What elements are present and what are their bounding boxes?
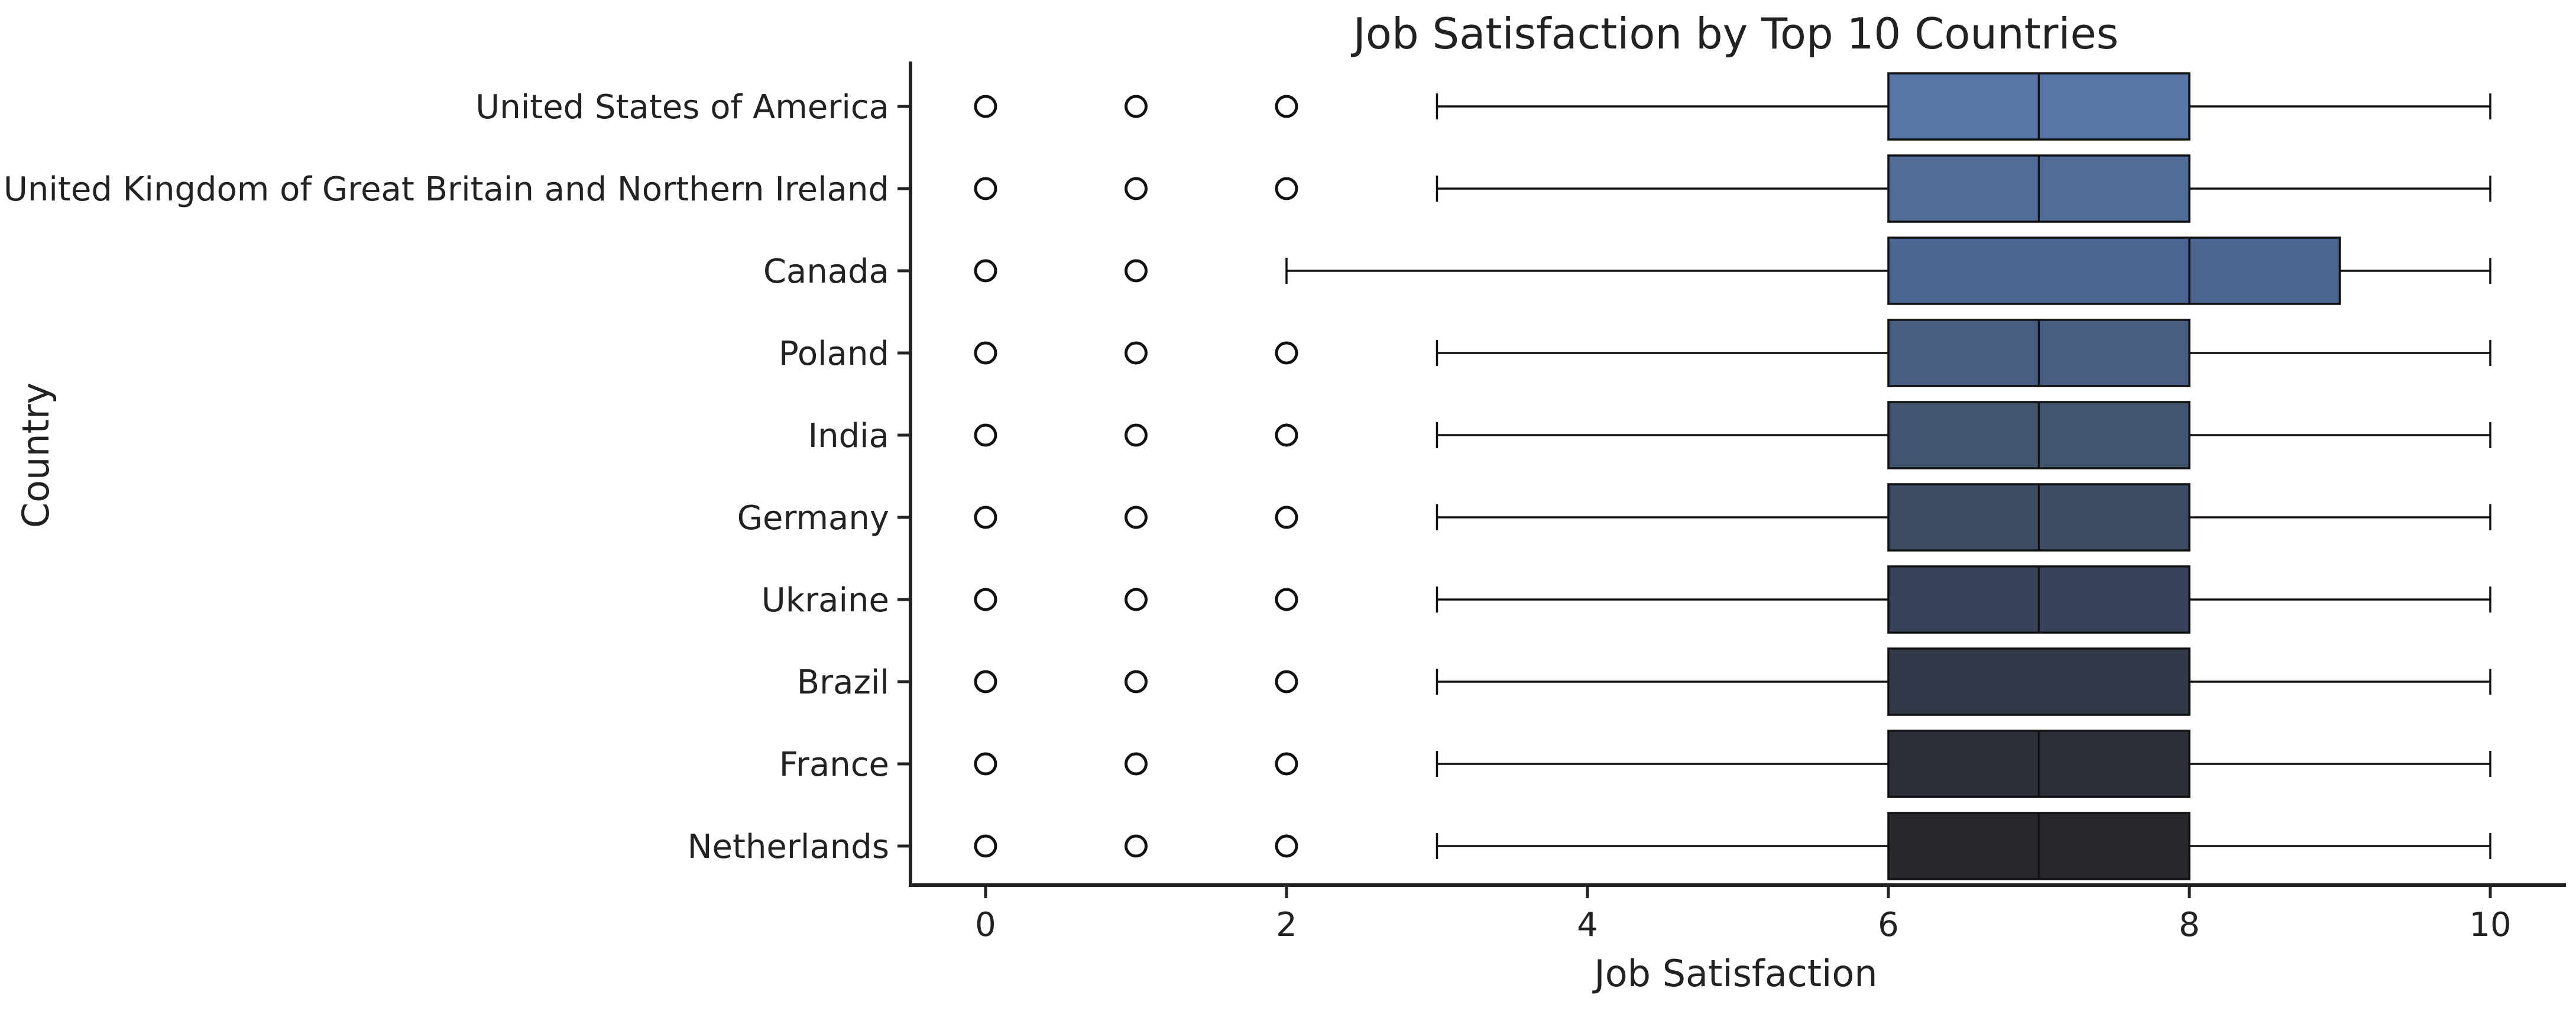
box-group: [974, 236, 2491, 305]
outlier-point: [974, 341, 997, 365]
chart-title: Job Satisfaction by Top 10 Countries: [1351, 9, 2119, 59]
y-tick-label: India: [808, 417, 889, 455]
y-tick-label: Netherlands: [688, 828, 889, 866]
box-group: [974, 319, 2491, 387]
box-group: [974, 565, 2491, 634]
outlier-point: [1125, 670, 1148, 694]
outlier-point: [1125, 752, 1148, 776]
box-group: [974, 647, 2491, 716]
box-group: [974, 401, 2491, 469]
box-iqr: [1887, 647, 2191, 716]
y-tick-label: France: [779, 746, 889, 784]
outlier-point: [974, 505, 997, 529]
outlier-point: [1125, 505, 1148, 529]
outlier-point: [1125, 588, 1148, 611]
x-tick-label: 2: [1276, 906, 1297, 944]
outlier-point: [1275, 752, 1298, 776]
plot-area: 0 2 4 6 8 10 United States of America United Ki…: [4, 61, 2566, 944]
outlier-point: [1275, 834, 1298, 858]
y-tick-label: Canada: [763, 252, 889, 291]
x-tick-label: 6: [1878, 906, 1899, 944]
y-tick-label: United Kingdom of Great Britain and Nort…: [4, 170, 889, 209]
outlier-point: [974, 177, 997, 200]
outlier-point: [974, 834, 997, 858]
box-group: [974, 483, 2491, 552]
x-axis-label: Job Satisfaction: [1592, 952, 1877, 995]
box-iqr: [1887, 236, 2341, 305]
outlier-point: [1275, 341, 1298, 365]
outlier-point: [974, 259, 997, 283]
box-group: [974, 812, 2491, 880]
outlier-point: [974, 423, 997, 447]
y-tick-label: Poland: [779, 335, 889, 373]
y-tick-label: United States of America: [475, 88, 889, 127]
outlier-point: [1275, 505, 1298, 529]
outlier-point: [1275, 95, 1298, 118]
outlier-point: [1125, 423, 1148, 447]
box-group: [974, 730, 2491, 798]
outlier-point: [1125, 341, 1148, 365]
outlier-point: [1275, 588, 1298, 611]
y-tick-label: Brazil: [797, 663, 889, 702]
outlier-point: [974, 752, 997, 776]
outlier-point: [1125, 834, 1148, 858]
box-group: [974, 72, 2491, 141]
y-tick-label: Ukraine: [762, 581, 889, 620]
outlier-point: [974, 588, 997, 611]
outlier-point: [974, 670, 997, 694]
box-group: [974, 154, 2491, 223]
x-tick-label: 10: [2469, 906, 2511, 944]
outlier-point: [1275, 670, 1298, 694]
outlier-point: [1125, 177, 1148, 200]
outlier-point: [1125, 259, 1148, 283]
outlier-point: [1275, 177, 1298, 200]
outlier-point: [974, 95, 997, 118]
y-axis-label: Country: [14, 383, 57, 528]
x-tick-label: 8: [2179, 906, 2200, 944]
x-tick-label: 0: [975, 906, 996, 944]
outlier-point: [1275, 423, 1298, 447]
x-tick-label: 4: [1577, 906, 1598, 944]
y-tick-label: Germany: [737, 499, 889, 537]
outlier-point: [1125, 95, 1148, 118]
